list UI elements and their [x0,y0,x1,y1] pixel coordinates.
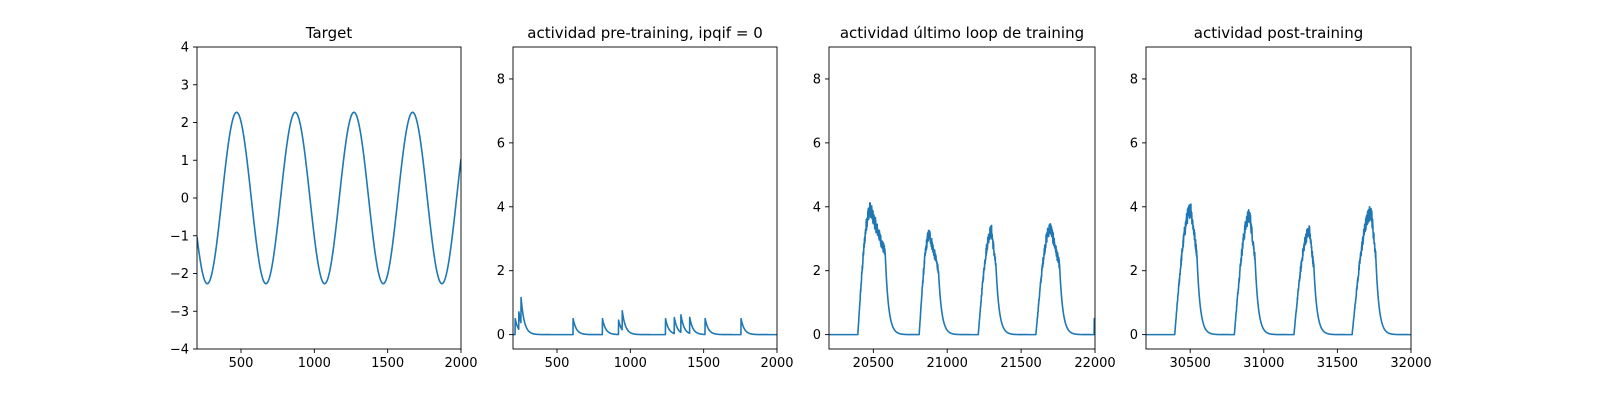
y-tick-label: 0 [497,328,505,343]
series-line [1146,203,1411,336]
y-tick-label: −2 [170,267,189,282]
x-tick-label: 21000 [927,356,968,371]
y-tick-label: 6 [497,136,505,151]
y-tick-label: 4 [813,200,821,215]
y-tick-label: 8 [813,72,821,87]
axes-frame [512,46,778,350]
axes-frame [828,46,1096,350]
y-tick-label: −1 [170,229,189,244]
x-tick-label: 21500 [1000,356,1041,371]
y-tick-label: 4 [1130,200,1138,215]
axes-frame [1145,46,1412,350]
x-tick-label: 30500 [1169,356,1210,371]
y-tick-label: 2 [813,264,821,279]
series-line [829,201,1095,336]
x-tick-label: 20500 [853,356,894,371]
y-tick-label: 1 [181,154,189,169]
subplot-post-training: actividad post-training 30500 31000 31500 3… [1130,24,1432,371]
x-tick-label: 1000 [298,356,331,371]
y-tick-label: 2 [1130,264,1138,279]
subplot-title: Target [305,24,353,42]
x-tick-label: 2000 [444,356,477,371]
subplot-title: actividad último loop de training [840,24,1084,42]
y-tick-label: 2 [497,264,505,279]
y-tick-label: 6 [813,136,821,151]
y-tick-label: −3 [170,305,189,320]
y-tick-label: −4 [170,343,189,358]
y-tick-label: 0 [181,192,189,207]
x-tick-label: 1000 [614,356,647,371]
series-line [197,111,461,285]
x-tick-label: 31000 [1243,356,1284,371]
x-tick-label: 1500 [687,356,720,371]
series-line [513,296,777,336]
y-tick-label: 0 [1130,328,1138,343]
x-tick-label: 32000 [1390,356,1431,371]
x-tick-label: 500 [545,356,570,371]
y-tick-label: 6 [1130,136,1138,151]
y-tick-label: 0 [813,328,821,343]
axes-frame [196,46,462,350]
subplot-title: actividad post-training [1194,24,1363,42]
y-tick-label: 4 [181,41,189,56]
y-tick-label: 4 [497,200,505,215]
x-tick-label: 31500 [1317,356,1358,371]
subplot-target: Target 500 1000 1500 2000 −4 −3 −2 −1 0 1 2 3 4 [170,24,478,371]
subplot-title: actividad pre-training, ipqif = 0 [527,24,763,42]
x-tick-label: 500 [229,356,254,371]
y-tick-label: 3 [181,78,189,93]
y-tick-label: 8 [1130,72,1138,87]
subplot-pre-training: actividad pre-training, ipqif = 0 500 100… [497,24,794,371]
subplot-last-training-loop: actividad último loop de training 20500 2… [813,24,1116,371]
x-tick-label: 1500 [371,356,404,371]
y-tick-label: 8 [497,72,505,87]
x-tick-label: 22000 [1074,356,1115,371]
x-tick-label: 2000 [760,356,793,371]
y-tick-label: 2 [181,116,189,131]
